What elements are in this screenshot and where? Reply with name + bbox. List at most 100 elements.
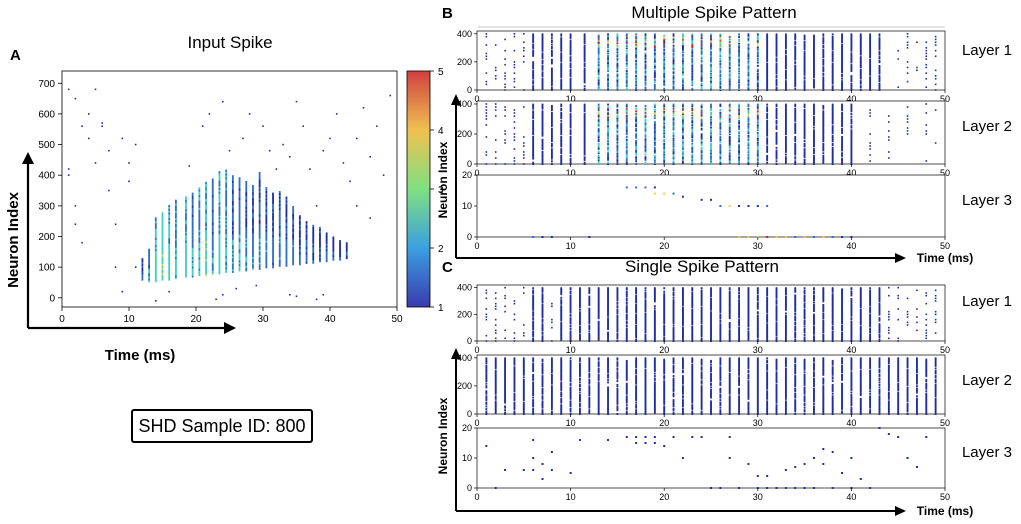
spike	[850, 76, 853, 79]
spike	[700, 53, 703, 56]
spike	[784, 125, 787, 128]
spike	[550, 142, 553, 145]
spike	[485, 80, 488, 83]
x-tick-label: 10	[566, 168, 576, 178]
spike	[728, 49, 731, 52]
input-spike	[198, 191, 201, 194]
spike	[766, 58, 769, 61]
spike	[869, 78, 872, 81]
spike	[644, 42, 647, 45]
x-tick-label: 20	[659, 241, 669, 251]
input-spike	[298, 248, 301, 251]
spike	[635, 44, 638, 47]
spike	[653, 322, 656, 324]
spike	[541, 103, 544, 106]
spike	[841, 125, 843, 128]
spike	[635, 43, 638, 46]
spike	[841, 34, 843, 37]
spike	[841, 115, 843, 118]
spike	[653, 127, 656, 130]
input-spike	[231, 217, 234, 220]
spike	[700, 43, 703, 46]
spike	[747, 54, 750, 57]
spike	[869, 47, 872, 50]
spike	[710, 156, 712, 159]
input-spike	[225, 211, 228, 215]
input-spike	[218, 237, 221, 240]
spike	[653, 340, 656, 342]
spike	[682, 311, 684, 314]
spike	[710, 126, 712, 129]
spike	[813, 142, 815, 145]
spike	[494, 106, 497, 108]
input-spike-column-2	[154, 217, 157, 283]
input-spike	[242, 137, 244, 140]
spike	[672, 122, 675, 125]
spike	[672, 296, 675, 299]
spike	[663, 308, 666, 311]
spike	[719, 152, 722, 155]
input-spike	[298, 255, 301, 258]
spike	[560, 326, 563, 329]
spike	[691, 148, 694, 151]
spike	[691, 119, 694, 122]
spike	[560, 78, 563, 81]
spike	[672, 328, 675, 330]
spike	[794, 34, 797, 37]
spike	[541, 57, 544, 60]
spike	[803, 121, 806, 124]
spike	[859, 48, 862, 51]
input-spike	[258, 252, 261, 256]
spike	[691, 58, 694, 61]
input-spike	[205, 270, 207, 273]
input-spike	[245, 228, 248, 231]
input-spike	[168, 265, 171, 268]
spike	[728, 205, 731, 207]
spike	[653, 296, 656, 299]
spike	[532, 338, 535, 341]
spike	[775, 47, 778, 50]
input-spike	[148, 261, 150, 264]
spike	[813, 154, 815, 157]
spike	[822, 106, 825, 109]
input-spike	[175, 223, 177, 226]
spike	[869, 70, 872, 73]
input-spike	[185, 269, 187, 273]
spike	[653, 317, 656, 320]
spike	[710, 40, 712, 43]
input-spike	[252, 225, 254, 228]
spike	[700, 158, 703, 161]
spike	[682, 115, 684, 118]
spike	[579, 293, 581, 296]
spike	[644, 82, 647, 85]
input-spike	[305, 241, 308, 244]
input-spike	[211, 207, 214, 211]
spike	[841, 87, 843, 90]
spike	[663, 122, 666, 125]
spike	[597, 331, 600, 334]
spike	[513, 61, 516, 63]
spike	[560, 53, 563, 56]
spike	[728, 80, 731, 83]
input-spike	[252, 214, 254, 217]
spike	[728, 121, 731, 124]
input-spike	[175, 275, 177, 278]
spike	[569, 121, 572, 124]
spike	[663, 77, 666, 80]
spike	[616, 44, 619, 47]
input-spike	[339, 258, 341, 261]
spike	[569, 80, 572, 83]
spike	[616, 114, 619, 117]
input-spike	[185, 205, 187, 208]
spike	[541, 56, 544, 59]
input-spike	[258, 183, 261, 186]
spike	[794, 130, 797, 133]
spike	[682, 313, 684, 316]
spike	[560, 332, 563, 335]
input-spike	[339, 249, 341, 252]
spike	[831, 114, 834, 117]
spike	[550, 127, 553, 130]
input-spike	[211, 184, 214, 187]
spike	[869, 89, 872, 91]
spike	[859, 40, 862, 43]
